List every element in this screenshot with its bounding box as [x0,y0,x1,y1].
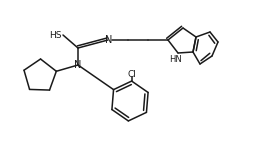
Text: HS: HS [49,30,61,40]
Text: Cl: Cl [127,70,136,79]
Text: HN: HN [170,54,182,63]
Text: N: N [105,35,113,45]
Text: N: N [74,60,82,70]
